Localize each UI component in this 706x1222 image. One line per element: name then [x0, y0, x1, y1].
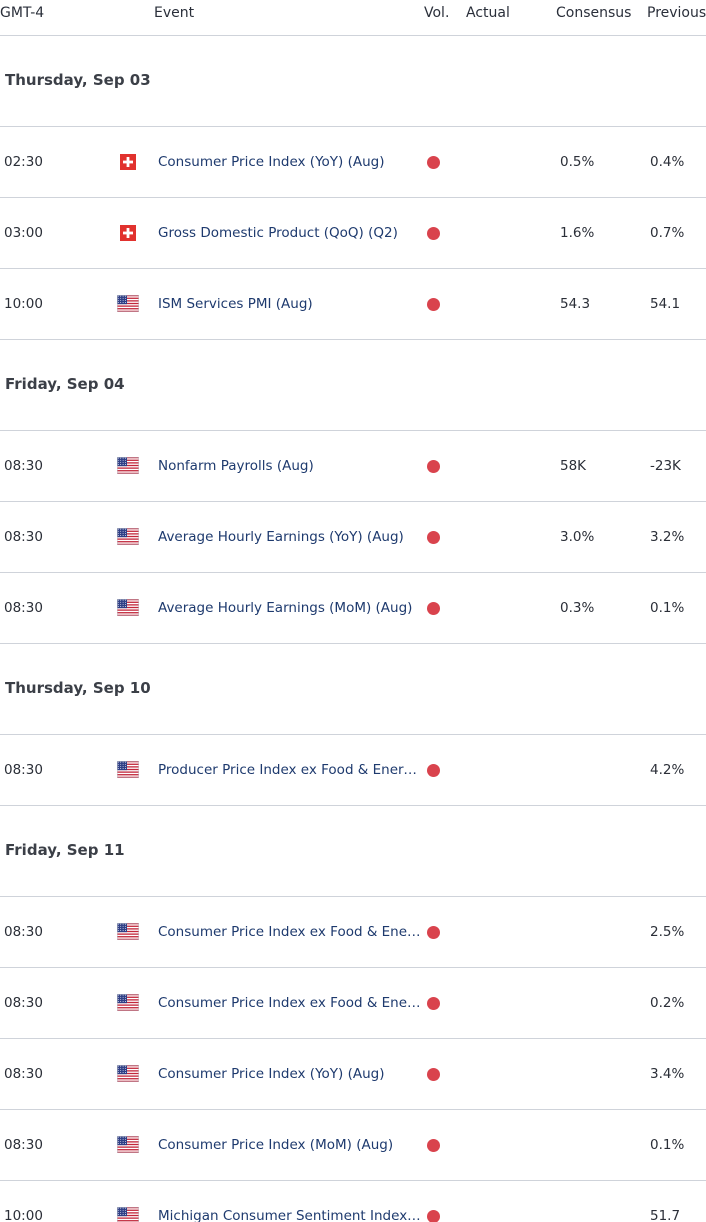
us-flag-icon [117, 761, 139, 778]
high-volatility-icon [427, 460, 440, 473]
previous-value: 3.2% [650, 529, 685, 545]
event-name-link[interactable]: Consumer Price Index (YoY) (Aug) [158, 154, 385, 170]
event-name-link[interactable]: Consumer Price Index ex Food & Ener… [158, 924, 424, 940]
previous-value: 4.2% [650, 762, 685, 778]
us-flag-icon [117, 1136, 139, 1153]
date-header: Thursday, Sep 03 [0, 36, 706, 127]
us-flag-icon [117, 923, 139, 940]
event-time: 08:30 [4, 1066, 43, 1082]
consensus-value: 54.3 [560, 296, 591, 312]
previous-value: 0.4% [650, 154, 685, 170]
consensus-value: 0.3% [560, 600, 595, 616]
consensus-value: 58K [560, 458, 587, 474]
event-name-link[interactable]: Michigan Consumer Sentiment Index… [158, 1208, 421, 1222]
high-volatility-icon [427, 602, 440, 615]
event-time: 08:30 [4, 600, 43, 616]
event-row[interactable]: 08:30 Consumer Price Index (MoM) (Aug) 0.1… [0, 1110, 706, 1181]
event-name-link[interactable]: Nonfarm Payrolls (Aug) [158, 458, 314, 474]
event-time: 08:30 [4, 924, 43, 940]
volatility-column-header: Vol. [424, 5, 450, 21]
us-flag-icon [117, 295, 139, 312]
event-name-link[interactable]: Consumer Price Index (MoM) (Aug) [158, 1137, 394, 1153]
event-time: 03:00 [4, 225, 43, 241]
event-name-link[interactable]: ISM Services PMI (Aug) [158, 296, 313, 312]
event-row[interactable]: 10:00 ISM Services PMI (Aug) 54.3 54.1 [0, 269, 706, 340]
event-time: 08:30 [4, 529, 43, 545]
event-row[interactable]: 08:30 Average Hourly Earnings (YoY) (Aug)… [0, 502, 706, 573]
event-row[interactable]: 02:30 Consumer Price Index (YoY) (Aug) 0.5… [0, 127, 706, 198]
consensus-value: 0.5% [560, 154, 595, 170]
high-volatility-icon [427, 926, 440, 939]
date-label: Thursday, Sep 10 [5, 679, 151, 697]
event-name-link[interactable]: Average Hourly Earnings (MoM) (Aug) [158, 600, 413, 616]
event-time: 10:00 [4, 1208, 43, 1222]
high-volatility-icon [427, 227, 440, 240]
previous-value: 3.4% [650, 1066, 685, 1082]
consensus-value: 3.0% [560, 529, 595, 545]
event-row[interactable]: 08:30 Consumer Price Index (YoY) (Aug) 3.4… [0, 1039, 706, 1110]
event-row[interactable]: 08:30 Consumer Price Index ex Food & Ener… [0, 968, 706, 1039]
high-volatility-icon [427, 156, 440, 169]
us-flag-icon [117, 528, 139, 545]
event-time: 08:30 [4, 1137, 43, 1153]
consensus-column-header: Consensus [556, 5, 632, 21]
event-time: 08:30 [4, 458, 43, 474]
previous-value: 2.5% [650, 924, 685, 940]
previous-value: 0.1% [650, 600, 685, 616]
high-volatility-icon [427, 531, 440, 544]
us-flag-icon [117, 994, 139, 1011]
high-volatility-icon [427, 298, 440, 311]
high-volatility-icon [427, 1139, 440, 1152]
event-time: 02:30 [4, 154, 43, 170]
event-name-link[interactable]: Consumer Price Index ex Food & Ener… [158, 995, 424, 1011]
us-flag-icon [117, 1065, 139, 1082]
date-label: Thursday, Sep 03 [5, 71, 151, 89]
date-header: Thursday, Sep 10 [0, 644, 706, 735]
previous-value: -23K [650, 458, 681, 474]
previous-value: 0.1% [650, 1137, 685, 1153]
date-header: Friday, Sep 04 [0, 340, 706, 431]
us-flag-icon [117, 457, 139, 474]
event-name-link[interactable]: Average Hourly Earnings (YoY) (Aug) [158, 529, 404, 545]
date-label: Friday, Sep 11 [5, 841, 125, 859]
table-header: GMT-4 Event Vol. Actual Consensus Previo… [0, 0, 706, 36]
us-flag-icon [117, 599, 139, 616]
event-row[interactable]: 03:00 Gross Domestic Product (QoQ) (Q2) 1.… [0, 198, 706, 269]
event-time: 10:00 [4, 296, 43, 312]
switzerland-flag-icon [120, 154, 136, 170]
date-header: Friday, Sep 11 [0, 806, 706, 897]
event-row[interactable]: 08:30 Average Hourly Earnings (MoM) (Aug)… [0, 573, 706, 644]
previous-value: 0.2% [650, 995, 685, 1011]
event-name-link[interactable]: Gross Domestic Product (QoQ) (Q2) [158, 225, 398, 241]
high-volatility-icon [427, 997, 440, 1010]
timezone-label[interactable]: GMT-4 [0, 5, 45, 21]
switzerland-flag-icon [120, 225, 136, 241]
high-volatility-icon [427, 1210, 440, 1222]
previous-value: 0.7% [650, 225, 685, 241]
us-flag-icon [117, 1207, 139, 1222]
event-row[interactable]: 10:00 Michigan Consumer Sentiment Index… 5… [0, 1181, 706, 1222]
event-row[interactable]: 08:30 Nonfarm Payrolls (Aug) 58K -23K [0, 431, 706, 502]
previous-value: 54.1 [650, 296, 681, 312]
actual-column-header: Actual [466, 5, 510, 21]
event-name-link[interactable]: Consumer Price Index (YoY) (Aug) [158, 1066, 385, 1082]
event-time: 08:30 [4, 762, 43, 778]
previous-column-header: Previous [647, 5, 706, 21]
consensus-value: 1.6% [560, 225, 595, 241]
high-volatility-icon [427, 764, 440, 777]
event-row[interactable]: 08:30 Producer Price Index ex Food & Ener… [0, 735, 706, 806]
event-row[interactable]: 08:30 Consumer Price Index ex Food & Ener… [0, 897, 706, 968]
event-name-link[interactable]: Producer Price Index ex Food & Energ… [158, 762, 424, 778]
previous-value: 51.7 [650, 1208, 681, 1222]
event-column-header: Event [154, 5, 195, 21]
date-label: Friday, Sep 04 [5, 375, 125, 393]
event-time: 08:30 [4, 995, 43, 1011]
high-volatility-icon [427, 1068, 440, 1081]
